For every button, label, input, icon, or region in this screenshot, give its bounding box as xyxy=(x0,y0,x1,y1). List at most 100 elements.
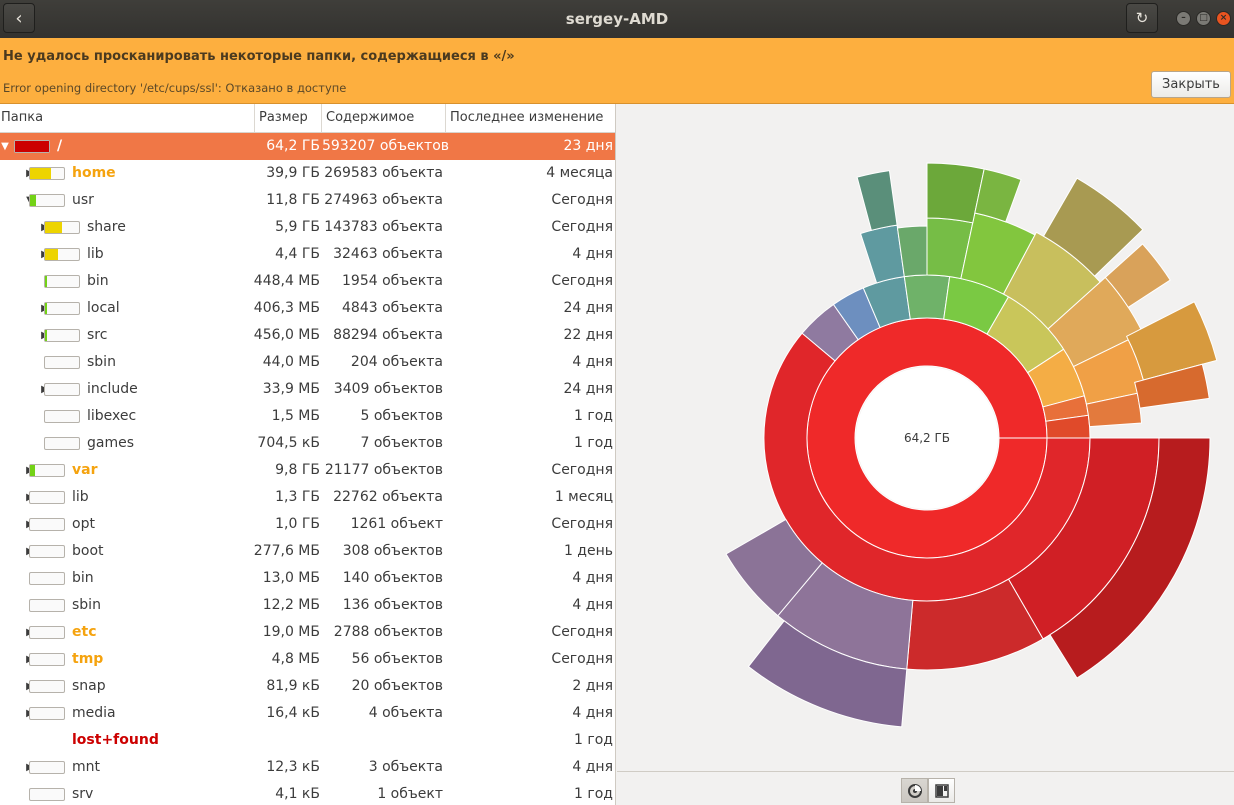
folder-tree: Папка Размер Содержимое Последнее измене… xyxy=(0,104,616,805)
folder-modified: Сегодня xyxy=(551,192,613,208)
tree-row[interactable]: srv 4,1 кБ 1 объект 1 год xyxy=(0,781,615,805)
folder-contents: 4 объекта xyxy=(368,705,443,721)
tree-row[interactable]: ▼ / 64,2 ГБ 593207 объектов 23 дня xyxy=(0,133,615,160)
rings-center-label: 64,2 ГБ xyxy=(904,431,950,445)
column-size[interactable]: Размер xyxy=(255,104,322,132)
folder-name: boot xyxy=(72,543,104,559)
folder-name: snap xyxy=(72,678,106,694)
tree-row[interactable]: sbin 12,2 МБ 136 объектов 4 дня xyxy=(0,592,615,619)
back-button[interactable]: ‹ xyxy=(3,3,35,33)
rescan-button[interactable]: ↻ xyxy=(1126,3,1158,33)
size-bar xyxy=(44,410,80,423)
folder-name: share xyxy=(87,219,126,235)
expander-open-icon[interactable]: ▼ xyxy=(1,141,9,152)
size-bar-fill xyxy=(30,168,52,179)
size-bar xyxy=(44,275,80,288)
tree-row[interactable]: lost+found 1 год xyxy=(0,727,615,754)
folder-size: 704,5 кБ xyxy=(257,435,320,451)
folder-name: sbin xyxy=(87,354,116,370)
ring-segment[interactable] xyxy=(747,620,908,728)
tree-row[interactable]: libexec 1,5 МБ 5 объектов 1 год xyxy=(0,403,615,430)
ring-segment[interactable] xyxy=(1049,437,1211,679)
maximize-button[interactable]: □ xyxy=(1196,11,1211,26)
column-contents[interactable]: Содержимое xyxy=(322,104,446,132)
folder-name: mnt xyxy=(72,759,100,775)
folder-modified: 1 год xyxy=(574,732,613,748)
folder-size: 39,9 ГБ xyxy=(266,165,320,181)
folder-name: lost+found xyxy=(72,732,159,748)
folder-contents: 2788 объектов xyxy=(333,624,443,640)
folder-name: var xyxy=(72,462,98,478)
folder-size: 4,8 МБ xyxy=(271,651,320,667)
tree-row[interactable]: sbin 44,0 МБ 204 объекта 4 дня xyxy=(0,349,615,376)
ring-segment[interactable] xyxy=(859,224,905,284)
close-infobar-button[interactable]: Закрыть xyxy=(1151,71,1231,98)
folder-size: 33,9 МБ xyxy=(262,381,320,397)
folder-contents: 136 объектов xyxy=(342,597,443,613)
folder-contents: 4843 объекта xyxy=(342,300,443,316)
minimize-button[interactable]: – xyxy=(1176,11,1191,26)
ring-segment[interactable] xyxy=(856,170,898,231)
rings-chart[interactable]: 64,2 ГБ xyxy=(617,104,1234,771)
folder-size: 81,9 кБ xyxy=(266,678,320,694)
size-bar xyxy=(44,221,80,234)
folder-modified: 22 дня xyxy=(563,327,613,343)
size-bar-fill xyxy=(30,195,37,206)
size-bar-fill xyxy=(30,465,36,476)
folder-size: 1,0 ГБ xyxy=(275,516,320,532)
folder-name: src xyxy=(87,327,108,343)
folder-size: 1,3 ГБ xyxy=(275,489,320,505)
close-window-button[interactable]: × xyxy=(1216,11,1231,26)
refresh-icon: ↻ xyxy=(1135,9,1149,27)
column-modified[interactable]: Последнее изменение xyxy=(450,110,604,125)
treemap-view-button[interactable] xyxy=(928,778,955,803)
folder-modified: Сегодня xyxy=(551,219,613,235)
folder-name: include xyxy=(87,381,138,397)
size-bar xyxy=(29,572,65,585)
folder-contents: 21177 объектов xyxy=(324,462,443,478)
ring-segment[interactable] xyxy=(974,168,1022,223)
size-bar xyxy=(29,464,65,477)
folder-size: 406,3 МБ xyxy=(253,300,320,316)
size-bar xyxy=(44,383,80,396)
rings-view-button[interactable] xyxy=(901,778,928,803)
ring-segment[interactable] xyxy=(903,274,951,320)
rings-chart-pane[interactable]: 64,2 ГБ xyxy=(617,104,1234,771)
ring-segment[interactable] xyxy=(725,518,823,617)
size-bar xyxy=(44,248,80,261)
folder-modified: 4 дня xyxy=(572,246,613,262)
folder-modified: 1 год xyxy=(574,408,613,424)
ring-segment[interactable] xyxy=(1104,243,1171,308)
size-bar xyxy=(44,356,80,369)
folder-modified: 1 год xyxy=(574,435,613,451)
folder-size: 9,8 ГБ xyxy=(275,462,320,478)
ring-segment[interactable] xyxy=(1042,177,1144,277)
folder-name: lib xyxy=(87,246,104,262)
tree-row[interactable]: bin 448,4 МБ 1954 объекта Сегодня xyxy=(0,268,615,295)
rings-center[interactable] xyxy=(856,367,998,509)
column-folder[interactable]: Папка xyxy=(0,104,255,132)
folder-contents: 20 объектов xyxy=(351,678,443,694)
folder-size: 1,5 МБ xyxy=(271,408,320,424)
folder-size: 456,0 МБ xyxy=(253,327,320,343)
folder-modified: Сегодня xyxy=(551,273,613,289)
tree-row[interactable]: games 704,5 кБ 7 объектов 1 год xyxy=(0,430,615,457)
tree-row[interactable]: bin 13,0 МБ 140 объектов 4 дня xyxy=(0,565,615,592)
ring-segment[interactable] xyxy=(1134,363,1210,409)
